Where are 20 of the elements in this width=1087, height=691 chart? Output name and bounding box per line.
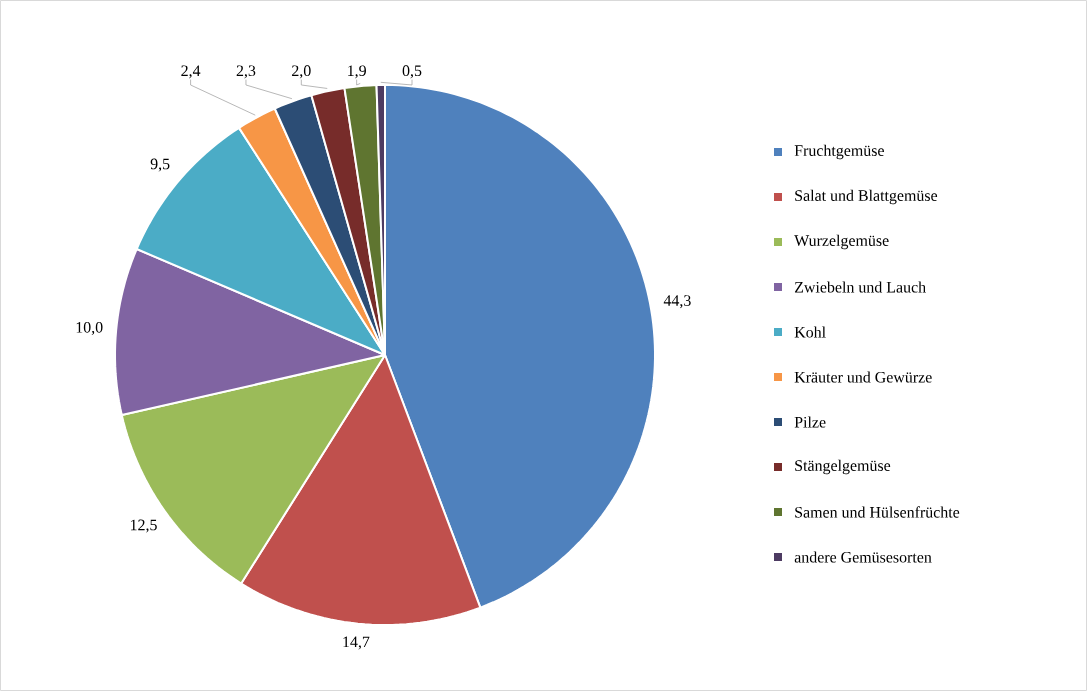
legend-label: Stängelgemüse [795,459,891,475]
legend-label: Zwiebeln und Lauch [794,281,926,293]
legend-label: andere Gemüsesorten [794,551,932,563]
legend-label: Wurzelgemüse [794,234,889,250]
data-label: 12,5 [130,519,157,533]
legend-label: Kräuter und Gewürze [794,371,932,383]
data-label: 14,7 [343,636,370,650]
legend-label: Kohl [794,326,826,338]
data-label: 2,0 [292,65,311,79]
data-label: 9,5 [150,158,170,172]
data-label: 10,0 [76,321,103,336]
legend-label: Samen und Hülsenfrüchte [795,506,960,518]
data-label: 2,3 [236,65,256,79]
legend-label: Salat und Blattgemüse [795,189,938,205]
legend-label: Pilze [794,416,826,428]
data-label: 2,4 [181,65,201,79]
data-label: 1,9 [348,65,366,79]
data-label: 44,3 [663,295,691,309]
data-label: 0,5 [402,65,422,79]
legend-label: Fruchtgemüse [794,144,884,160]
